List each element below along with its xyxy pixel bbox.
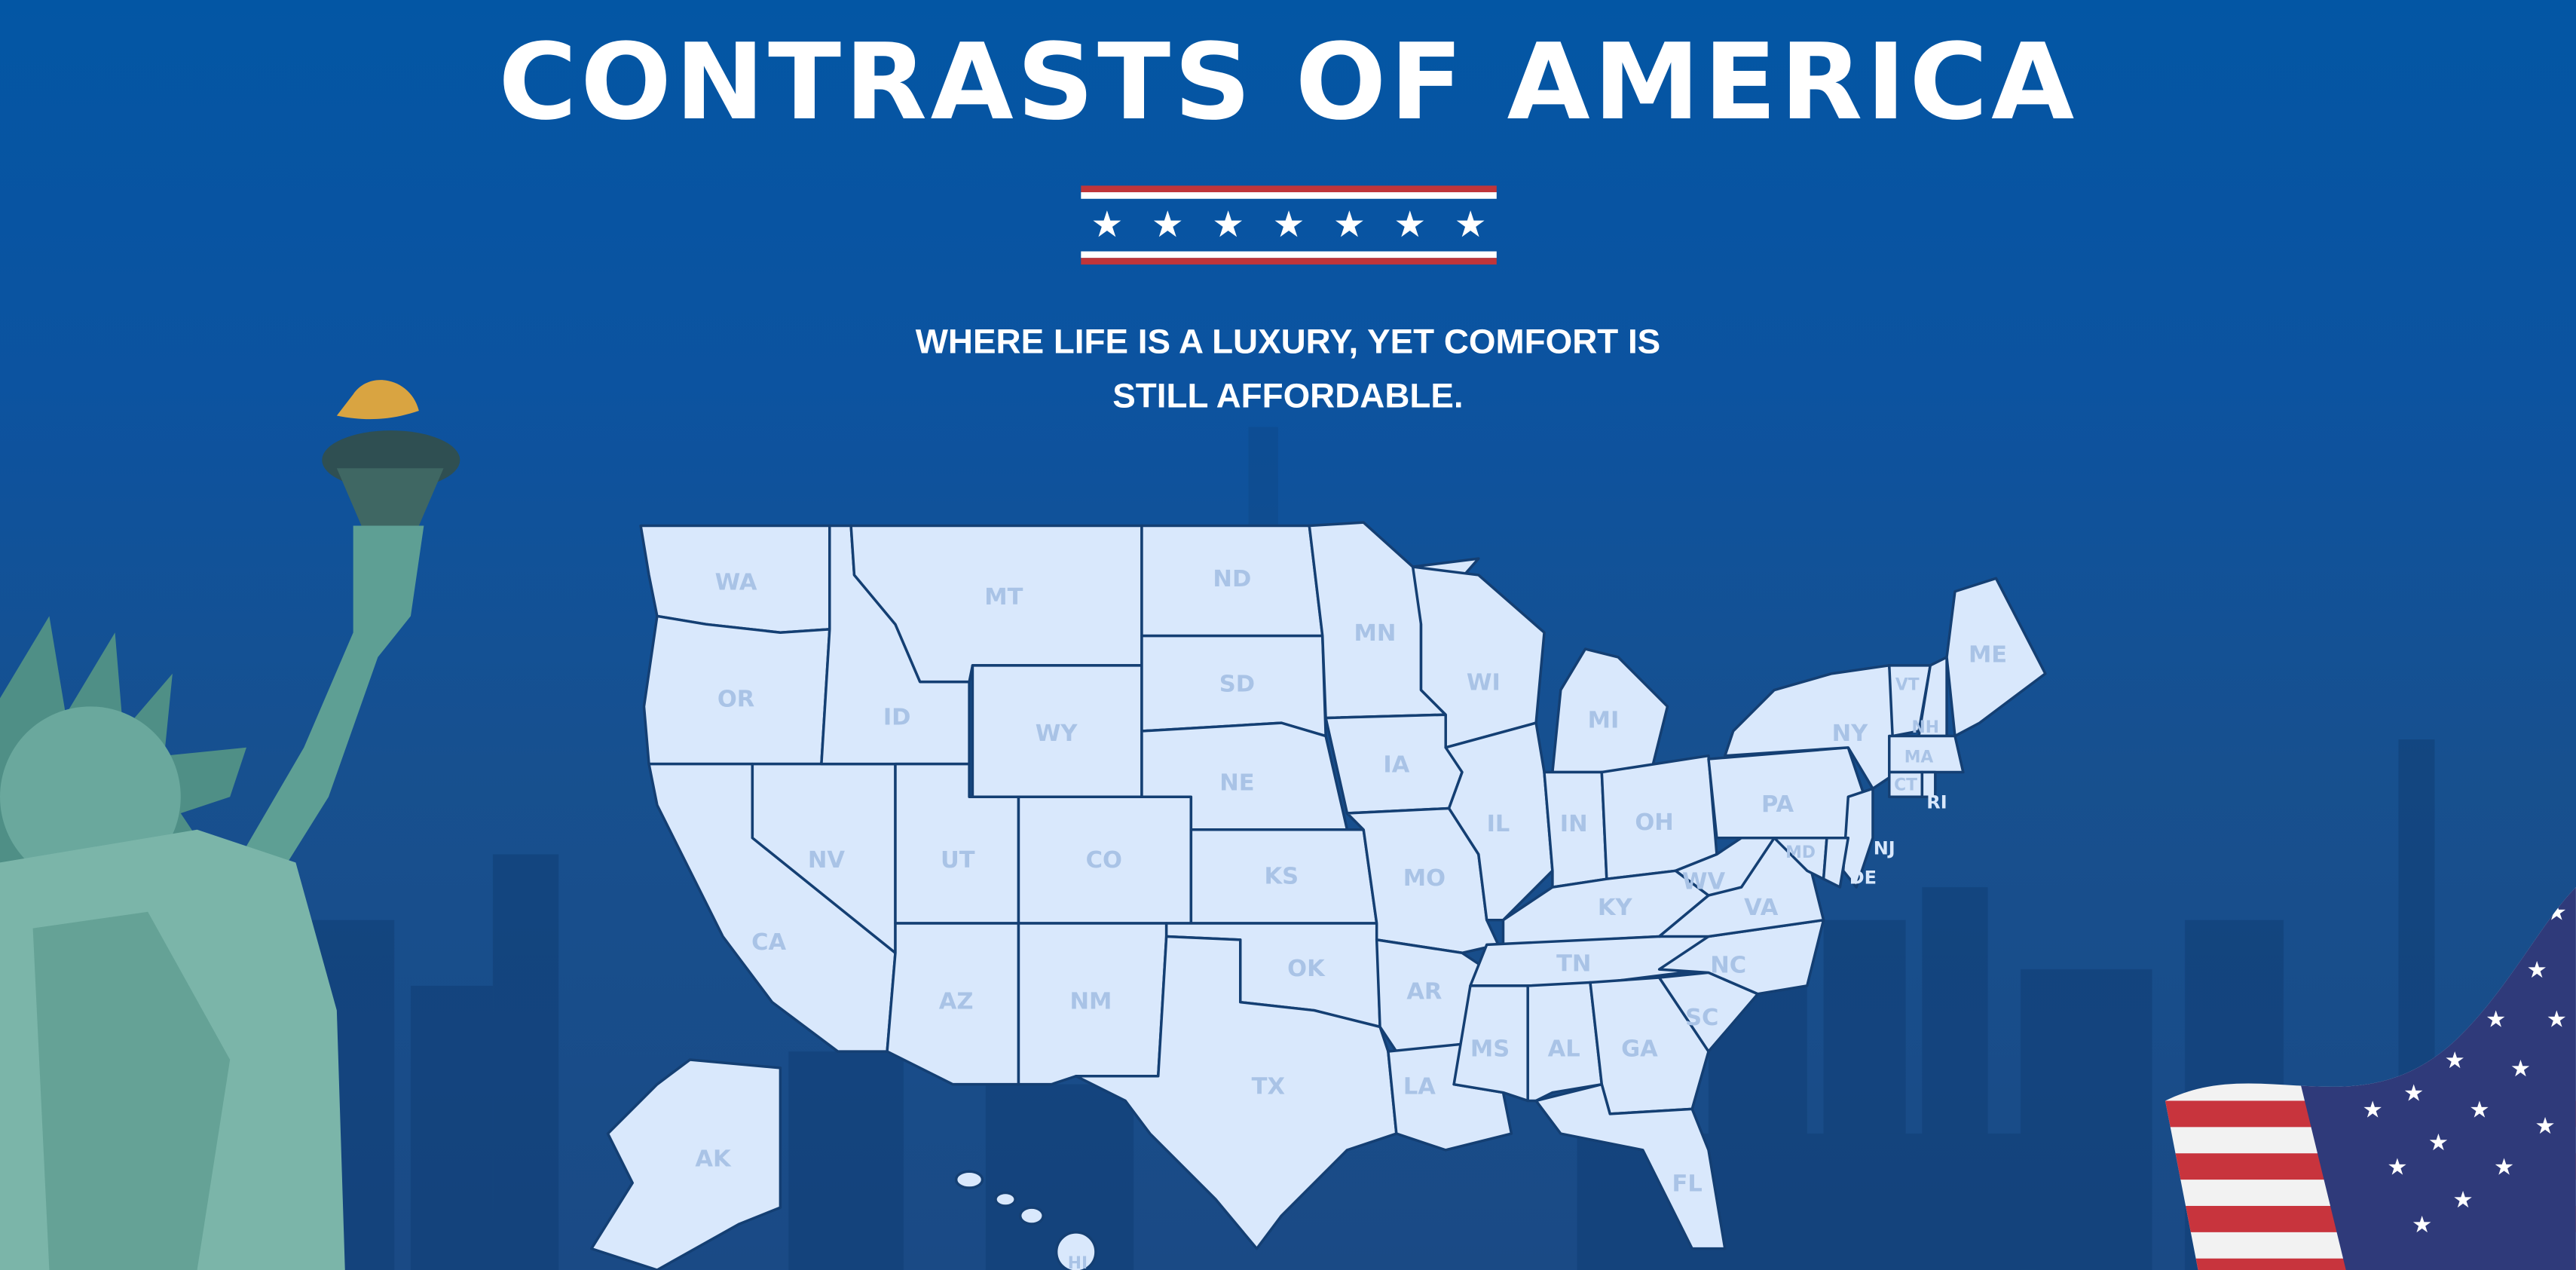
svg-text:LA: LA xyxy=(1403,1074,1436,1100)
svg-text:KS: KS xyxy=(1264,864,1299,890)
svg-text:FL: FL xyxy=(1672,1171,1703,1197)
svg-text:OH: OH xyxy=(1635,809,1673,836)
svg-text:MD: MD xyxy=(1785,843,1816,862)
svg-text:AZ: AZ xyxy=(939,988,974,1014)
svg-text:PA: PA xyxy=(1761,791,1794,818)
stars-row: ★ ★ ★ ★ ★ ★ ★ xyxy=(1081,204,1496,245)
svg-text:IN: IN xyxy=(1560,811,1588,837)
svg-text:NM: NM xyxy=(1069,988,1112,1014)
svg-text:NE: NE xyxy=(1219,770,1254,796)
svg-text:NJ: NJ xyxy=(1874,837,1895,858)
svg-text:NY: NY xyxy=(1832,721,1869,747)
svg-text:DE: DE xyxy=(1849,868,1877,889)
flag-divider: ★ ★ ★ ★ ★ ★ ★ xyxy=(1081,185,1497,265)
svg-text:★: ★ xyxy=(2469,1097,2489,1123)
svg-text:WY: WY xyxy=(1036,721,1078,747)
state-il[interactable] xyxy=(1444,721,1554,922)
svg-text:★: ★ xyxy=(2412,1212,2432,1238)
svg-text:WV: WV xyxy=(1682,868,1726,895)
star-icon: ★ xyxy=(1151,204,1184,245)
svg-text:SD: SD xyxy=(1219,672,1255,698)
svg-text:GA: GA xyxy=(1621,1036,1658,1063)
white-stripe xyxy=(1081,192,1497,199)
state-de[interactable] xyxy=(1822,836,1850,889)
svg-text:CO: CO xyxy=(1086,847,1122,874)
svg-text:NH: NH xyxy=(1911,718,1938,737)
svg-text:ME: ME xyxy=(1969,641,2007,668)
state-tx[interactable] xyxy=(1075,935,1398,1250)
svg-text:OK: OK xyxy=(1287,956,1326,982)
svg-text:★: ★ xyxy=(2527,957,2547,984)
svg-text:AR: AR xyxy=(1406,978,1442,1005)
svg-text:★: ★ xyxy=(2510,1056,2531,1082)
svg-text:★: ★ xyxy=(2428,1130,2449,1156)
svg-text:★: ★ xyxy=(2445,1048,2465,1074)
state-ak[interactable] xyxy=(589,1058,782,1270)
svg-text:WI: WI xyxy=(1467,670,1501,696)
svg-text:OR: OR xyxy=(717,686,754,712)
svg-text:ID: ID xyxy=(883,704,911,730)
svg-text:TN: TN xyxy=(1556,950,1591,977)
svg-text:★: ★ xyxy=(2452,1187,2473,1213)
star-icon: ★ xyxy=(1454,204,1487,245)
svg-text:KY: KY xyxy=(1598,895,1633,921)
svg-text:NV: NV xyxy=(808,847,846,874)
svg-text:VT: VT xyxy=(1895,676,1920,695)
svg-text:AK: AK xyxy=(695,1146,732,1173)
svg-text:★: ★ xyxy=(2535,1113,2555,1140)
svg-text:MN: MN xyxy=(1354,620,1397,647)
svg-text:MS: MS xyxy=(1470,1036,1510,1063)
star-icon: ★ xyxy=(1394,204,1427,245)
svg-text:CA: CA xyxy=(751,929,786,956)
svg-text:RI: RI xyxy=(1926,791,1947,812)
svg-text:IA: IA xyxy=(1383,752,1409,779)
red-stripe xyxy=(1081,185,1497,193)
statue-of-liberty-image xyxy=(0,380,460,1270)
svg-text:VA: VA xyxy=(1744,895,1779,921)
svg-text:★: ★ xyxy=(2363,1097,2383,1123)
svg-text:★: ★ xyxy=(2387,1155,2407,1181)
svg-text:★: ★ xyxy=(2494,1155,2514,1181)
state-ma[interactable] xyxy=(1888,734,1965,774)
svg-text:NC: NC xyxy=(1710,952,1746,978)
state-ri[interactable] xyxy=(1920,770,1937,798)
svg-text:MT: MT xyxy=(984,584,1023,611)
svg-text:MA: MA xyxy=(1904,748,1934,767)
star-icon: ★ xyxy=(1272,204,1305,245)
star-icon: ★ xyxy=(1091,204,1124,245)
state-hi[interactable] xyxy=(954,1170,1097,1270)
svg-text:TX: TX xyxy=(1252,1074,1285,1100)
svg-text:★: ★ xyxy=(2486,1006,2506,1033)
subtitle: WHERE LIFE IS A LUXURY, YET COMFORT IS S… xyxy=(0,316,2576,424)
svg-text:UT: UT xyxy=(941,847,975,874)
american-flag-image: ★★★★★ ★★★★★ ★★★★★ xyxy=(2165,887,2576,1270)
svg-text:★: ★ xyxy=(2403,1080,2424,1106)
subtitle-line: WHERE LIFE IS A LUXURY, YET COMFORT IS xyxy=(915,323,1661,362)
svg-text:ND: ND xyxy=(1213,566,1251,592)
star-icon: ★ xyxy=(1212,204,1245,245)
svg-text:★: ★ xyxy=(2547,1006,2567,1033)
state-fl[interactable] xyxy=(1534,1082,1727,1250)
svg-text:WA: WA xyxy=(715,570,757,596)
svg-text:IL: IL xyxy=(1487,811,1510,837)
white-stripe xyxy=(1081,251,1497,259)
state-ms[interactable] xyxy=(1452,984,1529,1103)
subtitle-line: STILL AFFORDABLE. xyxy=(1112,378,1464,416)
page-title: CONTRASTS OF AMERICA xyxy=(498,23,2078,145)
svg-text:SC: SC xyxy=(1685,1005,1718,1031)
svg-text:MO: MO xyxy=(1403,865,1446,892)
svg-text:HI: HI xyxy=(1068,1254,1088,1270)
svg-text:CT: CT xyxy=(1894,776,1917,794)
svg-text:★: ★ xyxy=(2547,900,2567,926)
svg-text:MI: MI xyxy=(1588,708,1620,734)
red-stripe xyxy=(1081,258,1497,265)
star-icon: ★ xyxy=(1332,204,1366,245)
svg-text:AL: AL xyxy=(1548,1036,1580,1063)
